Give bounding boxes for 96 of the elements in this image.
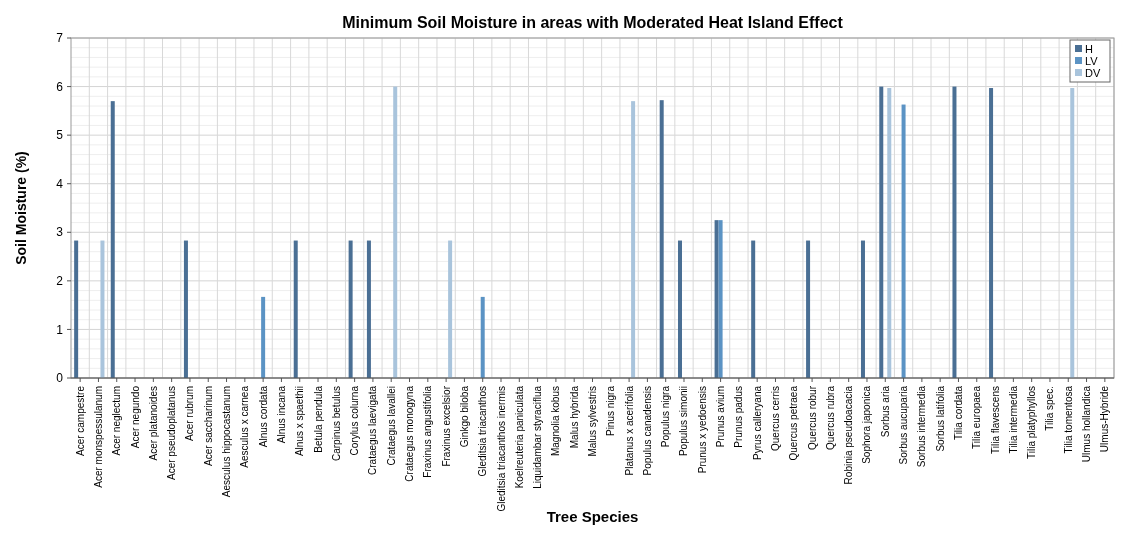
x-tick-label: Tilia platyphyllos (1026, 386, 1038, 459)
x-tick-label: Sorbus aucuparia (898, 385, 910, 465)
x-tick-label: Betula pendula (312, 385, 324, 453)
y-tick-label: 0 (56, 371, 64, 386)
x-tick-label: Quercus cerris (769, 386, 781, 452)
x-tick-label: Corylus colurna (349, 385, 361, 456)
bar (659, 100, 664, 378)
x-tick-label: Fraxinus angustifolia (422, 385, 434, 478)
bar (448, 240, 453, 378)
bar (714, 220, 719, 378)
bar (860, 240, 865, 378)
bar (631, 101, 636, 378)
y-tick-label: 5 (56, 128, 64, 143)
y-tick-label: 3 (56, 225, 64, 240)
x-tick-label: Quercus rubra (824, 385, 836, 450)
x-tick-label: Prunus avium (715, 386, 727, 448)
bar (366, 240, 371, 378)
bar (110, 101, 115, 378)
x-tick-label: Alnus cordata (257, 385, 269, 448)
y-tick-label: 1 (56, 322, 64, 337)
x-tick-label: Acer rubrum (184, 386, 196, 442)
x-tick-label: Malus sylvestris (587, 386, 598, 457)
x-tick-label: Liquidambar styraciflua (532, 385, 544, 489)
bar (183, 240, 188, 378)
bar (261, 296, 266, 378)
x-tick-label: Acer negundo (129, 385, 141, 449)
x-tick-label: Populus nigra (660, 385, 672, 448)
x-tick-label: Acer platanoides (147, 386, 159, 461)
x-tick-label: Aesculus hippocastanum (221, 386, 233, 498)
x-tick-label: Magnolia kobus (550, 386, 562, 457)
x-tick-label: Quercus petraea (788, 385, 800, 461)
bar (348, 240, 353, 378)
bar (293, 240, 298, 378)
legend-label: H (1085, 42, 1093, 55)
x-tick-label: Carpinus betulus (330, 386, 342, 462)
x-tick-label: Gleditsia triacanthos (477, 386, 489, 477)
x-tick-label: Tilia tomentosa (1062, 385, 1074, 454)
x-tick-label: Acer neglectum (111, 386, 123, 456)
x-tick-label: Alnus x spaethii (294, 386, 306, 457)
x-tick-label: Quercus robur (806, 385, 818, 450)
x-tick-label: Gleditsia triacanthos inermis (495, 386, 507, 512)
x-tick-label: Prunus padus (733, 386, 745, 448)
x-tick-label: Tilia intermedia (1007, 385, 1019, 454)
x-tick-label: Acer monspessulanum (92, 386, 104, 488)
x-tick-label: Acer pseudoplatanus (166, 386, 178, 480)
x-tick-label: Acer saccharinum (202, 386, 214, 467)
legend-label: LV (1085, 54, 1099, 67)
x-tick-label: Koelreuteria paniculata (513, 385, 525, 489)
x-tick-label: Sophora japonica (861, 385, 873, 464)
x-tick-label: Crataegus monogyna (404, 385, 416, 482)
bar (480, 296, 485, 378)
x-tick-label: Tilia europaea (971, 385, 983, 450)
x-tick-label: Populus canadensis (641, 386, 653, 476)
x-tick-label: Crataegus laevigata (367, 385, 379, 475)
x-axis-title: Tree Species (546, 508, 639, 525)
x-tick-label: Malus hybrida (568, 385, 580, 449)
legend-label: DV (1085, 66, 1101, 79)
bar (887, 88, 892, 378)
chart-title: Minimum Soil Moisture in areas with Moderated Heat Island Effect (342, 14, 844, 31)
x-tick-label: Fraxinus excelsior (440, 385, 452, 467)
bar (677, 240, 682, 378)
x-tick-label: Tilia flavescens (989, 386, 1001, 454)
bar (751, 240, 756, 378)
y-tick-label: 7 (56, 31, 64, 46)
bar (901, 104, 906, 378)
y-tick-label: 6 (56, 79, 64, 94)
bar (879, 86, 884, 378)
x-tick-label: Platanus x acerifolia (623, 385, 635, 476)
x-tick-label: Acer campestre (74, 385, 86, 457)
y-tick-label: 2 (56, 274, 64, 289)
x-tick-label: Tilia cordata (952, 385, 964, 441)
x-tick-label: Ginkgo biloba (458, 385, 470, 448)
x-tick-label: Populus simonii (678, 386, 690, 457)
x-tick-label: Pinus nigra (605, 385, 617, 437)
y-axis-title: Soil Moisture (%) (13, 151, 29, 265)
x-tick-label: Alnus incana (275, 385, 287, 444)
x-tick-label: Sorbus intermedia (916, 385, 928, 468)
bar (806, 240, 811, 378)
x-tick-label: Sorbus aria (879, 385, 891, 438)
x-tick-label: Prunus x yedoensis (696, 386, 708, 474)
x-tick-label: Crataegus lavallei (385, 386, 397, 466)
x-tick-label: Ulmus-Hybride (1099, 385, 1111, 453)
x-tick-label: Aesculus x carnea (239, 385, 251, 468)
x-tick-label: Tilia spec. (1044, 386, 1056, 431)
x-tick-label: Sorbus latifolia (934, 385, 946, 452)
bar (100, 240, 105, 378)
x-tick-label: Pyrus calleryana (751, 385, 763, 460)
x-tick-label: Ulmus hollandica (1081, 385, 1093, 463)
bar (1070, 88, 1075, 378)
y-tick-label: 4 (56, 176, 64, 191)
bar (718, 220, 723, 378)
bar (952, 86, 957, 378)
bar (393, 86, 398, 378)
bar (74, 240, 79, 378)
x-tick-label: Robinia pseudoacacia (843, 385, 855, 485)
bar (989, 88, 994, 378)
